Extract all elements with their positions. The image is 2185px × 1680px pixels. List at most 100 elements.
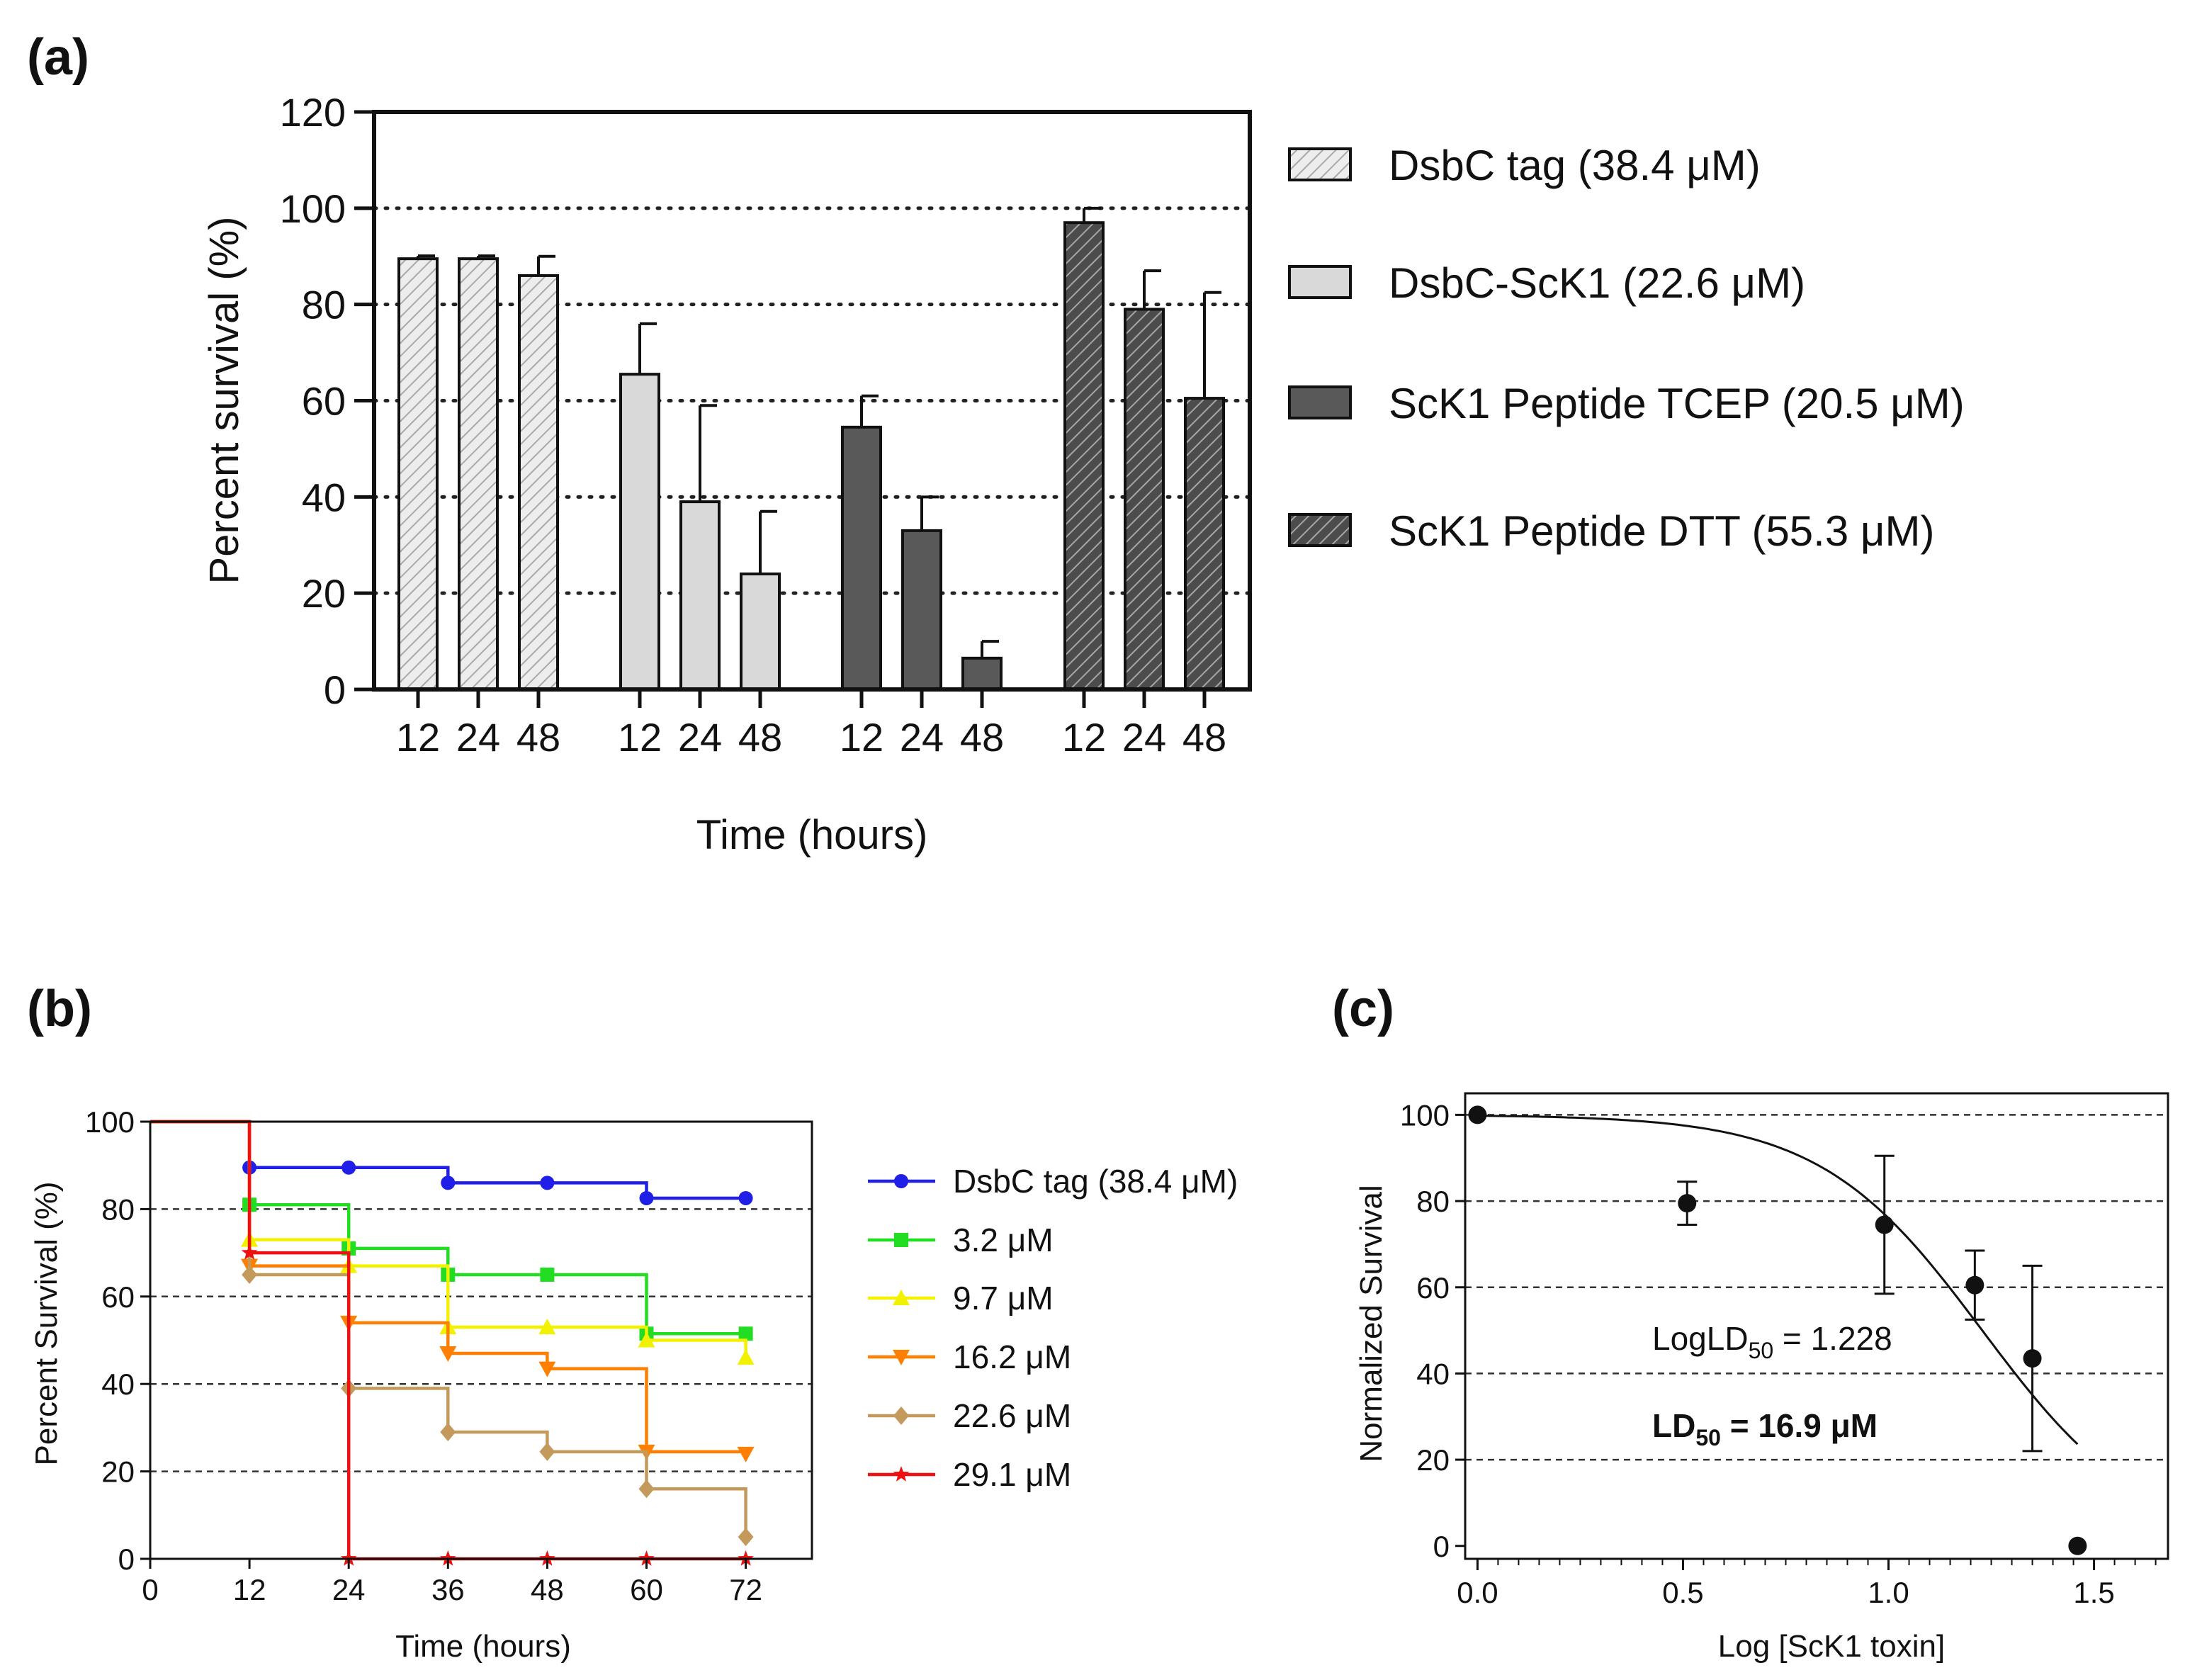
panel-a-y-ticks: 0 20 40 60 80 100 120	[280, 90, 374, 712]
panel-c-data-point	[1468, 1105, 1487, 1124]
panel-b-legend: DsbC tag (38.4 μM) 3.2 μM 9.7 μM 16.2 μM 22.…	[868, 1163, 1238, 1493]
panel-b-x-axis-label: Time (hours)	[395, 1629, 571, 1664]
panel-a-bar	[961, 656, 1003, 692]
panel-a-y-tick-label: 40	[302, 475, 346, 519]
panel-c-gridlines	[1465, 1114, 2168, 1461]
panel-a-x-tick-label: 24	[1122, 715, 1166, 760]
panel-b-series-group	[150, 1120, 753, 1205]
panel-a-y-tick-label: 100	[280, 186, 346, 231]
panel-c-x-tick-label: 1.0	[1868, 1576, 1909, 1609]
panel-c-y-tick-label: 40	[1416, 1357, 1450, 1390]
panel-a-bar	[901, 529, 942, 691]
panel-b-label: (b)	[27, 981, 92, 1037]
panel-a-y-axis-label: Percent survival (%)	[201, 217, 247, 585]
panel-c-x-tick-label: 0.0	[1457, 1576, 1498, 1609]
panel-a-bar	[740, 573, 781, 691]
panel-c-x-axis-label: Log [ScK1 toxin]	[1718, 1629, 1945, 1664]
panel-b-marker	[737, 1349, 755, 1365]
panel-a-x-tick-label: 24	[678, 715, 722, 760]
panel-b: (b) 0 12 24 36 48 60 72 0 20 40 60 80 100 Percent Su…	[27, 981, 1238, 1664]
panel-b-marker	[538, 1318, 556, 1334]
panel-c-loglabel: LogLD50 = 1.228	[1652, 1320, 1892, 1363]
panel-a-y-tick-label: 80	[302, 283, 346, 327]
panel-b-marker	[540, 1267, 555, 1282]
panel-c-data-point	[2068, 1536, 2087, 1555]
panel-c-data-point	[1678, 1194, 1697, 1213]
panel-c-ld50-value: = 16.9 μM	[1721, 1407, 1878, 1444]
panel-c-y-tick-label: 100	[1400, 1098, 1450, 1132]
panel-a-bar	[518, 274, 559, 691]
panel-b-x-tick-label: 72	[729, 1573, 762, 1606]
panel-c-loglabel-sub: 50	[1749, 1338, 1774, 1363]
panel-b-marker	[241, 1244, 258, 1260]
panel-a-x-tick-label: 12	[618, 715, 662, 760]
panel-c-points	[1468, 1105, 2087, 1555]
panel-b-x-tick-label: 60	[630, 1573, 663, 1606]
panel-b-marker	[540, 1176, 555, 1190]
panel-b-legend-label: DsbC tag (38.4 μM)	[953, 1163, 1238, 1200]
panel-b-marker	[341, 1160, 356, 1175]
panel-c-y-tick-label: 20	[1416, 1443, 1450, 1477]
panel-a-bar	[1063, 221, 1105, 692]
panel-a-gridlines	[372, 206, 1252, 595]
panel-a-x-tick-label: 48	[516, 715, 560, 760]
panel-a-x-tick-label: 48	[960, 715, 1004, 760]
panel-b-marker	[639, 1190, 654, 1205]
panel-b-x-tick-label: 0	[142, 1573, 158, 1606]
panel-b-y-axis-label: Percent Survival (%)	[29, 1181, 64, 1465]
panel-b-marker	[893, 1406, 909, 1425]
panel-a-legend-swatch	[1288, 385, 1352, 419]
panel-a-x-tick-label: 24	[456, 715, 500, 760]
panel-a-bar	[619, 373, 660, 691]
panel-b-marker	[737, 1446, 755, 1462]
panel-a-bar	[1124, 308, 1165, 692]
panel-a-x-tick-label: 24	[900, 715, 944, 760]
panel-b-legend-label: 3.2 μM	[953, 1222, 1054, 1258]
panel-b-marker	[539, 1442, 555, 1461]
panel-c-ld50-main: LD	[1652, 1407, 1695, 1444]
panel-c-fit-line	[1477, 1115, 2079, 1445]
panel-a-legend-label: DsbC tag (38.4 μM)	[1389, 142, 1761, 189]
panel-b-y-tick-label: 20	[101, 1455, 135, 1489]
panel-b-marker	[242, 1265, 258, 1284]
panel-b-marker	[738, 1528, 754, 1547]
panel-a-bar	[1184, 397, 1225, 692]
panel-b-series-group	[150, 1120, 755, 1365]
panel-b-marker	[893, 1290, 910, 1305]
panel-b-marker	[894, 1174, 908, 1188]
panel-a-x-tick-label: 12	[396, 715, 440, 760]
panel-a-y-tick-label: 20	[302, 571, 346, 616]
panel-b-y-tick-label: 100	[85, 1105, 135, 1139]
panel-a-legend-swatch	[1288, 147, 1352, 181]
panel-b-series-group	[150, 1120, 754, 1547]
panel-b-marker	[439, 1346, 457, 1363]
panel-a-label: (a)	[27, 29, 89, 86]
panel-a-x-tick-label: 48	[738, 715, 782, 760]
panel-b-plot-frame	[149, 1120, 813, 1560]
panel-b-legend-label: 22.6 μM	[953, 1397, 1071, 1434]
panel-a-bar	[679, 500, 721, 691]
panel-b-marker	[638, 1479, 655, 1499]
panel-c-ld50-sub: 50	[1695, 1425, 1721, 1450]
panel-a-x-tick-label: 12	[840, 715, 883, 760]
panel-b-marker	[638, 1331, 655, 1348]
panel-b-marker	[893, 1466, 910, 1482]
panel-c-x-tick-label: 0.5	[1662, 1576, 1703, 1609]
panel-a-legend-label: DsbC-ScK1 (22.6 μM)	[1389, 259, 1805, 307]
panel-c-ld50-label: LD50 = 16.9 μM	[1652, 1407, 1878, 1450]
panel-c-data-point	[2023, 1349, 2042, 1368]
panel-a-legend-swatch	[1288, 513, 1352, 547]
panel-c-loglabel-value: = 1.228	[1773, 1320, 1892, 1357]
panel-b-marker	[538, 1361, 556, 1377]
panel-b-x-tick-label: 48	[531, 1573, 564, 1606]
panel-b-marker	[893, 1350, 910, 1365]
panel-b-axes: 0 12 24 36 48 60 72 0 20 40 60 80 100	[85, 1105, 813, 1606]
panel-b-x-tick-label: 24	[332, 1573, 366, 1606]
panel-c-label: (c)	[1332, 981, 1394, 1037]
panel-a-bar	[397, 257, 439, 692]
panel-b-marker	[894, 1233, 908, 1247]
panel-b-series-group	[150, 1120, 755, 1462]
panel-b-y-tick-label: 60	[101, 1280, 135, 1314]
panel-b-legend-label: 29.1 μM	[953, 1456, 1071, 1493]
